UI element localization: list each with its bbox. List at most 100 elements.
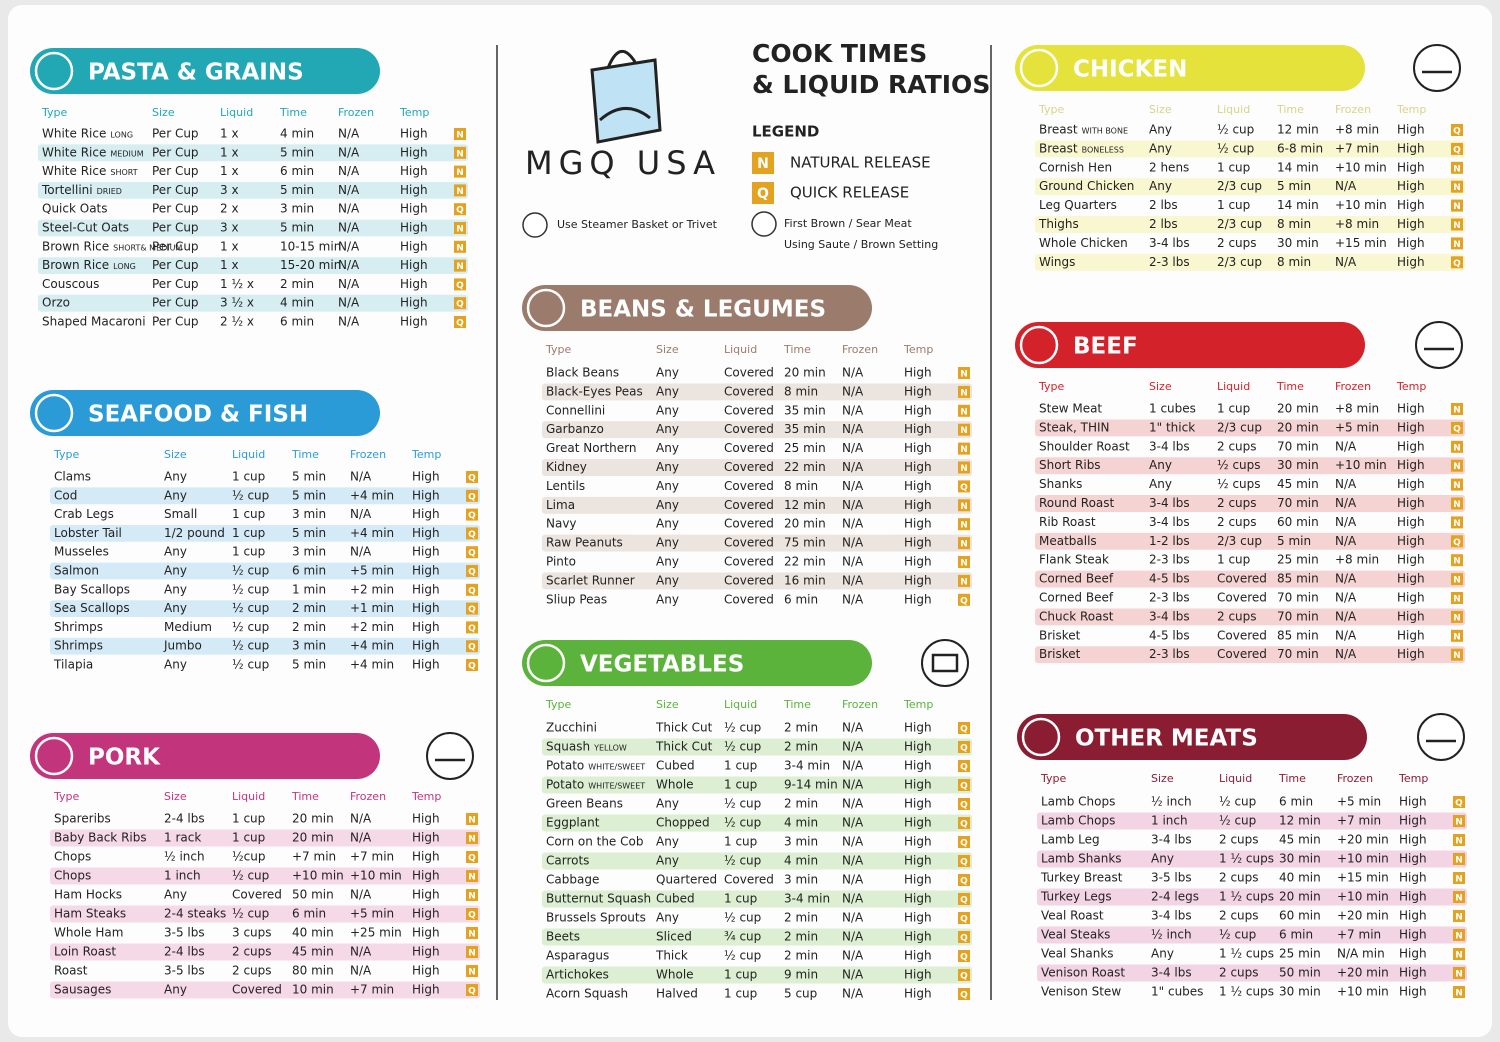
cell-temp: High — [412, 582, 440, 596]
release-letter: Q — [1453, 424, 1461, 434]
release-letter: N — [1453, 183, 1461, 193]
cell-note: WITH BONE — [1082, 127, 1128, 136]
release-letter: Q — [1453, 127, 1461, 137]
cell-temp: High — [412, 888, 440, 902]
cell-liquid: Covered — [724, 384, 774, 398]
column-header: Time — [291, 790, 319, 803]
cell-size: 2-4 steaks — [164, 907, 226, 921]
cell-type: Lima — [546, 498, 575, 512]
cell-size: Chopped — [656, 816, 710, 830]
cell-temp: High — [904, 498, 932, 512]
cell-time: 4 min — [784, 816, 818, 830]
cell-liquid: ½ cup — [724, 797, 761, 811]
release-badge — [1451, 199, 1463, 212]
cell-time: 12 min — [1277, 123, 1319, 137]
cell-size: Small — [164, 507, 197, 521]
cell-frozen: N/A — [842, 441, 864, 455]
cell-time: 30 min — [1277, 458, 1319, 472]
cell-temp: High — [412, 869, 440, 883]
release-letter: Q — [468, 549, 476, 559]
section-icon — [1019, 48, 1059, 88]
cell-liquid: ½ cup — [1219, 795, 1256, 809]
release-badge — [958, 593, 970, 606]
cell-time: 30 min — [1279, 852, 1321, 866]
cell-liquid: 1 cup — [724, 987, 757, 1001]
release-letter: N — [960, 370, 968, 380]
cell-time: 70 min — [1277, 496, 1319, 510]
cell-temp: High — [1397, 458, 1425, 472]
cell-time: 30 min — [1279, 985, 1321, 999]
cell-liquid: 1 cup — [724, 835, 757, 849]
cell-temp: High — [412, 907, 440, 921]
release-letter: N — [960, 388, 968, 398]
column-header: Frozen — [350, 790, 386, 803]
cell-frozen: N/A — [338, 145, 360, 159]
release-letter: N — [456, 149, 464, 159]
cell-size: 2 hens — [1149, 160, 1189, 174]
cell-temp: High — [904, 384, 932, 398]
release-letter: Q — [960, 596, 968, 606]
release-letter: N — [1453, 500, 1461, 510]
cell-type: Connellini — [546, 403, 605, 417]
cell-size: Any — [656, 911, 679, 925]
release-badge — [1453, 796, 1465, 808]
cell-temp: High — [1399, 909, 1427, 923]
cell-time: 12 min — [784, 498, 826, 512]
column-header: Size — [1149, 380, 1172, 393]
release-badge — [1453, 948, 1465, 960]
release-letter: N — [468, 968, 476, 978]
cell-temp: High — [412, 526, 440, 540]
release-badge — [958, 988, 970, 1000]
cell-size: Any — [656, 517, 679, 531]
cell-frozen: N/A — [842, 536, 864, 550]
cell-temp: High — [1399, 966, 1427, 980]
cell-type: Ham Steaks — [54, 907, 126, 921]
release-letter: Q — [468, 492, 476, 502]
cell-time: 20 min — [1279, 890, 1321, 904]
cell-time: 6 min — [1279, 928, 1313, 942]
cell-time: 20 min — [784, 517, 826, 531]
cell-type: Veal Roast — [1041, 909, 1104, 923]
cell-size: Per Cup — [152, 127, 199, 141]
cell-time: 60 min — [1277, 515, 1319, 529]
cell-temp: High — [400, 296, 428, 310]
cell-type: Stew Meat — [1039, 402, 1102, 416]
cell-time: 20 min — [784, 366, 826, 380]
cell-time: 50 min — [1279, 966, 1321, 980]
cell-type: Sea Scallops — [54, 601, 130, 615]
cell-type: Couscous — [42, 277, 99, 291]
cell-size: 3-4 lbs — [1151, 909, 1192, 923]
cell-type: Clams — [54, 470, 91, 484]
cell-liquid: ½ cup — [1217, 141, 1254, 155]
column-header: Temp — [1398, 772, 1428, 785]
release-letter: Q — [456, 319, 464, 329]
cell-type: Bay Scallops — [54, 582, 130, 596]
cell-frozen: +10 min — [1337, 985, 1389, 999]
release-badge — [1451, 610, 1463, 623]
cell-frozen: N/A — [1335, 647, 1357, 661]
release-badge — [466, 908, 478, 920]
section-banner — [30, 733, 380, 779]
section-banner — [30, 48, 380, 94]
release-badge — [958, 874, 970, 886]
release-letter: Q — [1453, 259, 1461, 269]
column-header: Temp — [1396, 103, 1426, 116]
release-badge — [958, 574, 970, 587]
cell-size: Any — [656, 573, 679, 587]
release-badge — [1451, 161, 1463, 174]
cell-temp: High — [904, 778, 932, 792]
cell-size: 2 lbs — [1149, 217, 1178, 231]
row-stripe — [50, 637, 480, 655]
column-header: Time — [291, 448, 319, 461]
release-letter: N — [456, 187, 464, 197]
cell-time: 20 min — [1277, 402, 1319, 416]
cell-liquid: 2/3 cup — [1217, 420, 1262, 434]
release-badge — [1451, 516, 1463, 529]
cell-frozen: N/A — [338, 277, 360, 291]
release-badge — [1453, 967, 1465, 979]
cell-time: 35 min — [784, 422, 826, 436]
release-letter: Q — [1453, 145, 1461, 155]
cell-time: 2 min — [292, 601, 326, 615]
cell-type: Beets — [546, 930, 580, 944]
cell-frozen: N/A — [842, 498, 864, 512]
